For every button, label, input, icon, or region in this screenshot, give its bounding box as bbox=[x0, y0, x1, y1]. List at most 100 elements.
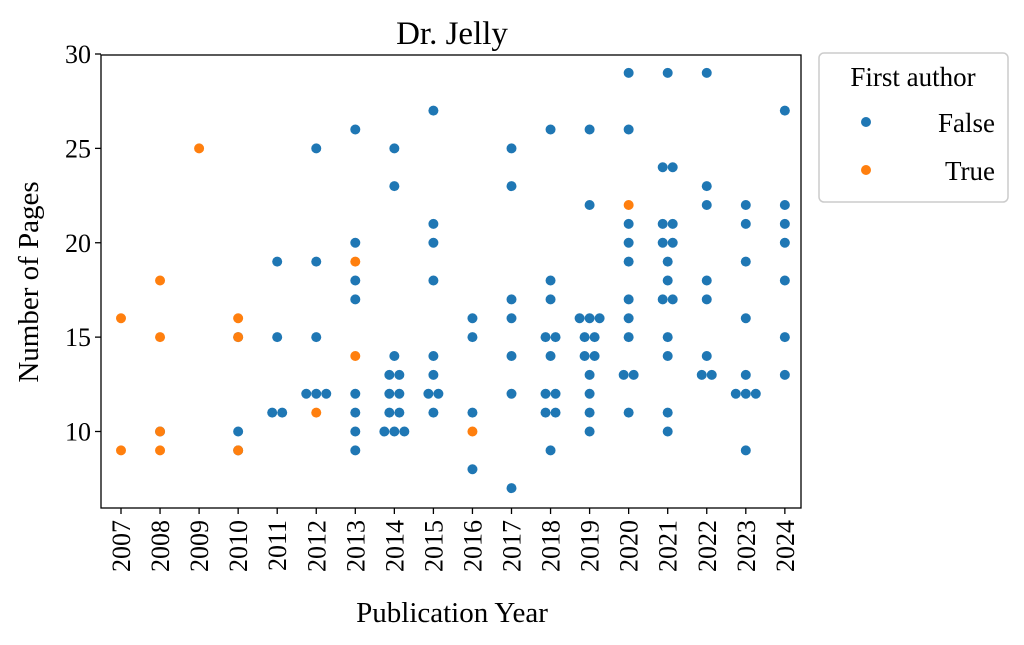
data-point-false bbox=[623, 218, 634, 229]
data-point-false bbox=[623, 237, 634, 248]
y-axis-ticks: 10 15 20 25 30 bbox=[65, 40, 101, 447]
data-point-false bbox=[618, 369, 629, 380]
data-point-false bbox=[584, 124, 595, 135]
data-point-false bbox=[701, 294, 712, 305]
data-point-true bbox=[155, 275, 166, 286]
data-point-false bbox=[740, 256, 751, 267]
data-point-true bbox=[155, 445, 166, 456]
legend-marker-true bbox=[861, 165, 871, 175]
x-axis-label: Publication Year bbox=[356, 597, 548, 629]
data-point-false bbox=[667, 162, 678, 173]
x-tick-label: 2012 bbox=[302, 520, 331, 572]
data-point-true bbox=[623, 200, 634, 210]
legend: First author False True bbox=[818, 52, 1009, 203]
data-point-false bbox=[701, 67, 712, 78]
x-tick-label: 2017 bbox=[498, 520, 527, 572]
y-tick-label: 30 bbox=[65, 40, 91, 69]
data-point-false bbox=[740, 388, 751, 399]
data-point-false bbox=[379, 426, 390, 437]
data-point-true bbox=[116, 313, 126, 324]
data-point-false bbox=[584, 200, 595, 210]
data-point-false bbox=[311, 332, 322, 343]
data-point-false bbox=[740, 369, 751, 380]
data-point-false bbox=[311, 388, 322, 399]
x-tick-label: 2011 bbox=[263, 520, 292, 571]
data-point-false bbox=[662, 407, 673, 418]
data-point-false bbox=[662, 256, 673, 267]
data-point-false bbox=[428, 351, 439, 361]
data-point-false bbox=[394, 407, 405, 418]
data-point-false bbox=[740, 313, 751, 324]
data-point-false bbox=[540, 388, 551, 399]
data-point-false bbox=[350, 445, 361, 456]
data-point-false bbox=[350, 275, 361, 286]
data-point-true bbox=[467, 426, 478, 437]
x-tick-label: 2019 bbox=[576, 520, 605, 572]
data-point-false bbox=[433, 388, 444, 399]
data-point-false bbox=[350, 294, 361, 305]
data-point-false bbox=[540, 407, 551, 418]
data-point-false bbox=[657, 162, 668, 173]
x-tick-label: 2008 bbox=[146, 520, 175, 572]
data-point-false bbox=[272, 256, 283, 267]
data-point-false bbox=[506, 294, 517, 305]
data-point-false bbox=[321, 388, 332, 399]
data-point-false bbox=[623, 313, 634, 324]
data-point-false bbox=[594, 313, 605, 324]
data-point-false bbox=[584, 426, 595, 437]
data-point-true bbox=[233, 332, 244, 343]
data-point-false bbox=[545, 275, 556, 286]
data-point-false bbox=[545, 351, 556, 361]
data-point-true bbox=[155, 426, 166, 437]
x-tick-label: 2015 bbox=[419, 520, 448, 572]
data-point-false bbox=[550, 407, 561, 418]
data-point-false bbox=[467, 332, 478, 343]
x-tick-label: 2009 bbox=[185, 520, 214, 572]
data-point-true bbox=[350, 256, 361, 267]
data-point-false bbox=[779, 332, 790, 343]
data-point-true bbox=[350, 351, 361, 361]
data-point-false bbox=[428, 237, 439, 248]
y-tick-label: 20 bbox=[65, 229, 91, 258]
data-point-false bbox=[350, 237, 361, 248]
data-point-false bbox=[740, 445, 751, 456]
data-point-false bbox=[389, 426, 400, 437]
data-point-false bbox=[394, 369, 405, 380]
data-point-false bbox=[779, 218, 790, 229]
data-point-false bbox=[545, 124, 556, 135]
data-point-false bbox=[667, 218, 678, 229]
data-point-false bbox=[311, 143, 322, 154]
data-point-false bbox=[706, 369, 717, 380]
legend-title: First author bbox=[850, 62, 975, 92]
data-point-false bbox=[428, 369, 439, 380]
x-tick-label: 2016 bbox=[458, 520, 487, 572]
data-point-false bbox=[667, 294, 678, 305]
y-axis-label: Number of Pages bbox=[13, 181, 45, 382]
data-point-false bbox=[579, 351, 590, 361]
x-tick-label: 2014 bbox=[380, 520, 409, 572]
data-point-true bbox=[155, 332, 166, 343]
x-tick-label: 2021 bbox=[654, 520, 683, 572]
data-point-false bbox=[233, 426, 244, 437]
data-point-true bbox=[194, 143, 205, 154]
data-point-false bbox=[662, 426, 673, 437]
data-point-false bbox=[350, 407, 361, 418]
y-tick-label: 25 bbox=[65, 134, 91, 163]
data-point-false bbox=[428, 407, 439, 418]
data-point-false bbox=[623, 332, 634, 343]
x-tick-label: 2024 bbox=[771, 520, 800, 572]
data-point-false bbox=[550, 388, 561, 399]
data-point-false bbox=[779, 237, 790, 248]
data-point-false bbox=[584, 369, 595, 380]
data-point-false bbox=[623, 256, 634, 267]
data-point-false bbox=[750, 388, 761, 399]
data-point-false bbox=[779, 105, 790, 116]
data-point-true bbox=[233, 445, 244, 456]
data-point-false bbox=[779, 275, 790, 286]
legend-entry-true: True bbox=[945, 156, 995, 186]
data-point-false bbox=[311, 256, 322, 267]
data-point-false bbox=[399, 426, 410, 437]
data-point-false bbox=[740, 218, 751, 229]
data-point-false bbox=[545, 294, 556, 305]
data-point-false bbox=[389, 181, 400, 192]
